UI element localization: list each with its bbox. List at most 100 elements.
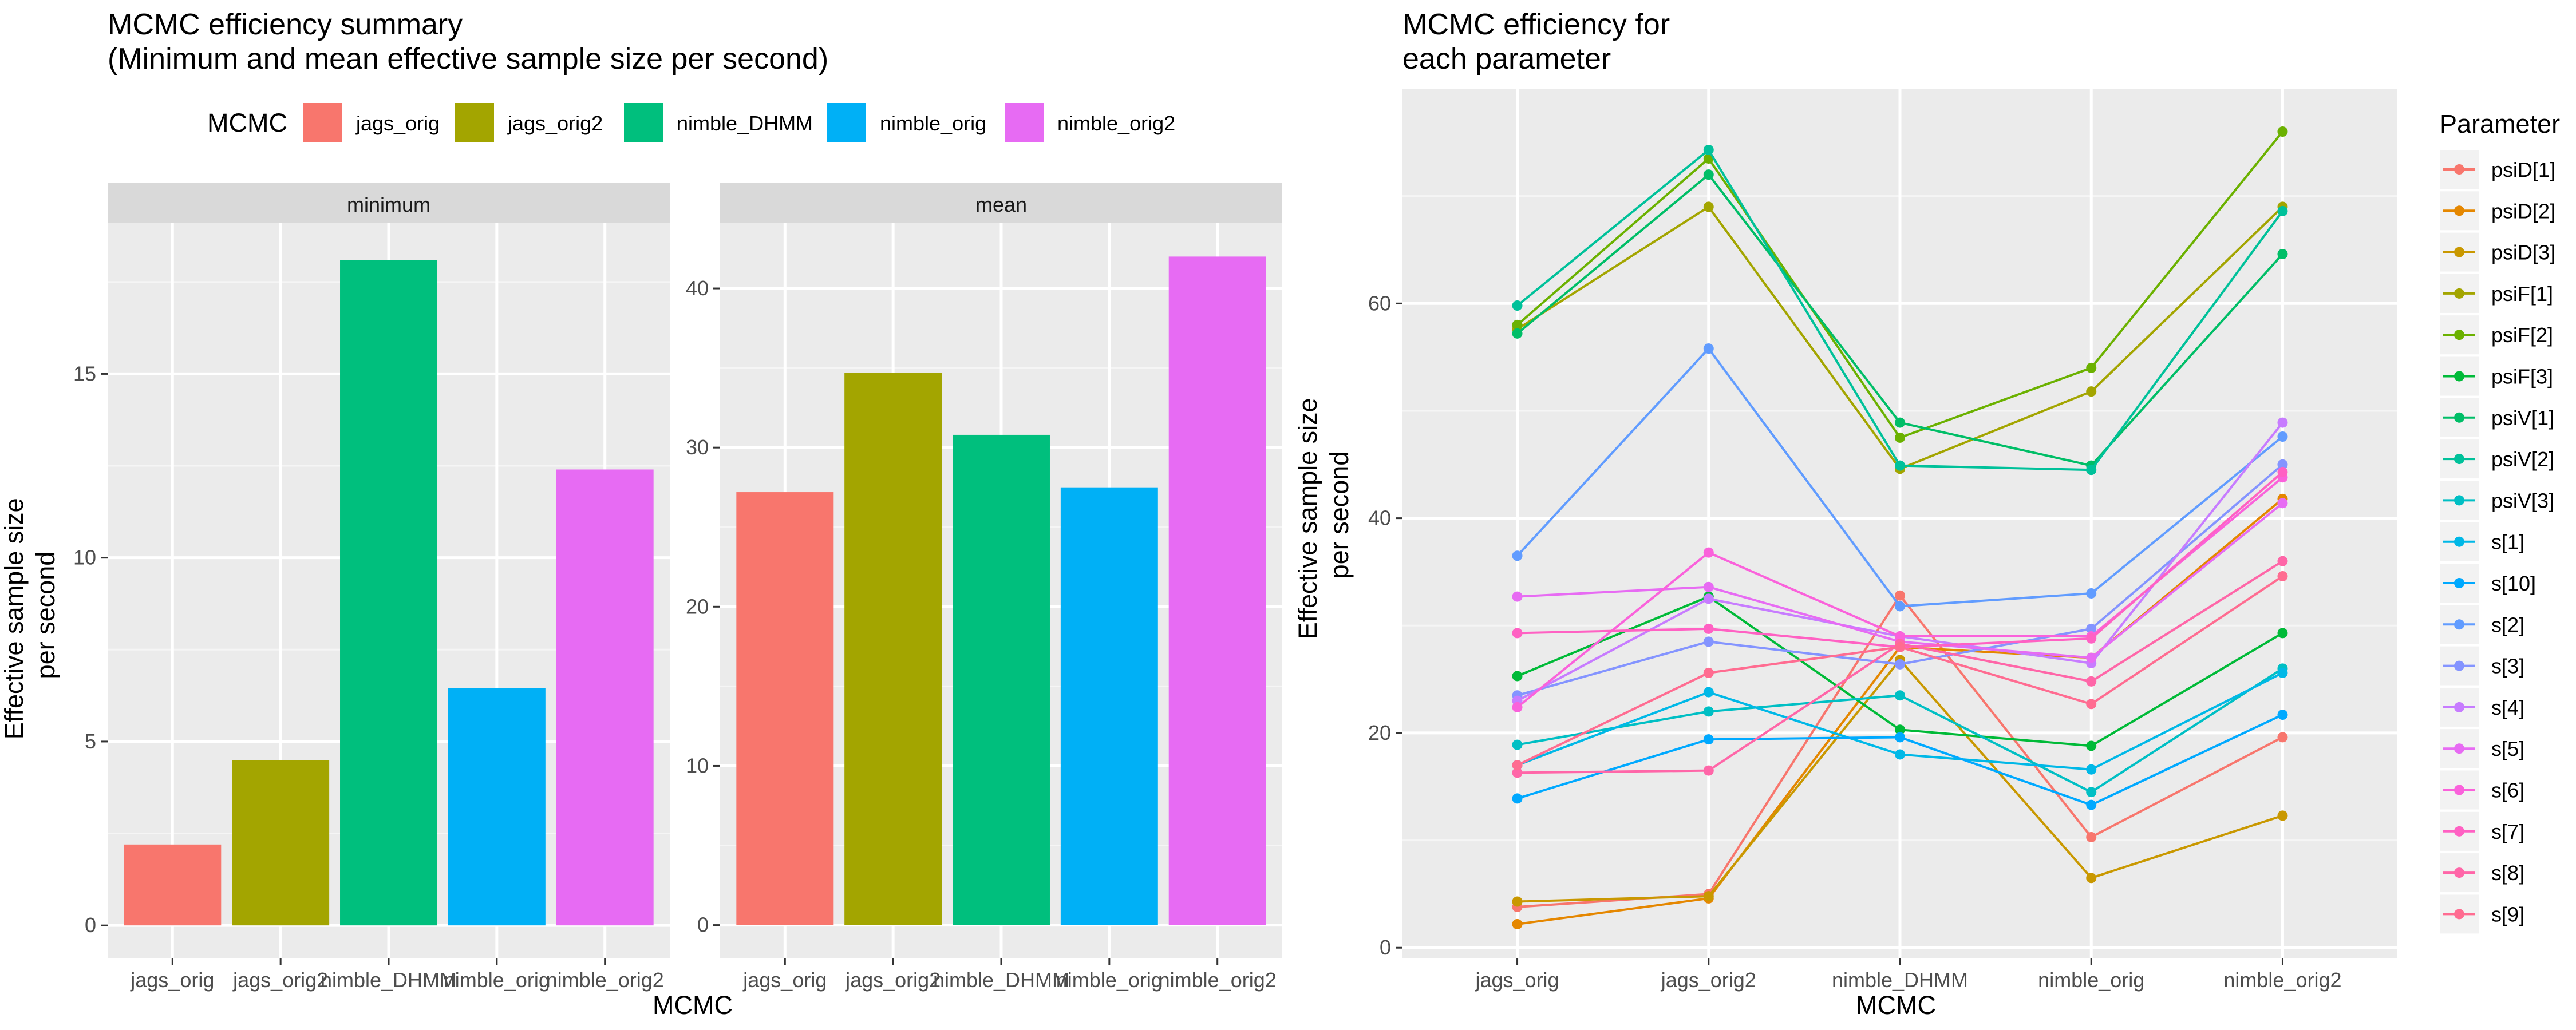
facet-mean-y-tick-label: 0	[697, 913, 709, 937]
series-s-1-point	[1895, 749, 1905, 760]
series-psiv-3-point	[1895, 690, 1905, 701]
parameter-x-tick-label-nimble-orig2: nimble_orig2	[2223, 968, 2341, 992]
parameter-legend-psif-3-label: psiF[3]	[2491, 365, 2553, 389]
facet-minimum-x-tick-label-nimble-orig: nimble_orig	[444, 968, 550, 992]
facet-minimum-bar-nimble-orig	[448, 688, 546, 926]
facet-minimum-x-tick-label-jags-orig2: jags_orig2	[232, 968, 328, 992]
parameter-legend-s-5-label: s[5]	[2491, 737, 2524, 760]
series-psid-3-point	[1512, 896, 1523, 907]
facet-mean-bar-nimble-dhmm	[953, 434, 1050, 925]
parameter-legend-s-2-key-point	[2454, 619, 2464, 630]
parameter-legend-psid-1-label: psiD[1]	[2491, 158, 2555, 181]
parameter-legend-s-8-label: s[8]	[2491, 861, 2524, 885]
facet-mean-y-tick-label: 40	[686, 276, 709, 300]
series-s-6-point	[1703, 547, 1714, 558]
parameter-legend-s-1-label: s[1]	[2491, 530, 2524, 554]
parameter-legend-psif-3-key-point	[2454, 371, 2464, 382]
series-s-1-point	[2277, 667, 2288, 678]
series-psiv-3-point	[2086, 787, 2097, 798]
series-s-10-point	[2086, 799, 2097, 810]
series-psif-2-point	[2277, 126, 2288, 137]
series-psid-1-point	[2277, 732, 2288, 743]
parameter-legend-s-6-label: s[6]	[2491, 779, 2524, 802]
series-s-9-point	[1703, 667, 1714, 678]
facet-minimum-strip	[108, 183, 670, 223]
series-s-10-point	[1895, 732, 1905, 743]
series-s-4-point	[1703, 593, 1714, 604]
summary-legend-title: MCMC	[207, 108, 287, 137]
series-psid-3-point	[2086, 873, 2097, 884]
series-s-3-point	[2277, 459, 2288, 470]
series-s-9-point	[1895, 641, 1905, 652]
parameter-legend-s-7-label: s[7]	[2491, 820, 2524, 843]
series-psid-1-point	[2086, 831, 2097, 842]
facet-mean-x-tick-label-jags-orig: jags_orig	[742, 968, 827, 992]
parameter-legend-s-3-label: s[3]	[2491, 655, 2524, 678]
series-s-3-point	[2086, 623, 2097, 634]
series-psiv-3-point	[1512, 739, 1523, 750]
facet-mean-bar-jags-orig2	[844, 373, 942, 925]
parameter-legend-s-10-label: s[10]	[2491, 572, 2536, 595]
series-psiv-3-point	[1703, 706, 1714, 717]
parameter-legend-s-7-key-point	[2454, 826, 2464, 837]
facet-minimum-bar-nimble-dhmm	[340, 260, 437, 926]
parameter-legend-psiv-3-key-point	[2454, 495, 2464, 506]
series-psid-1-point	[1895, 590, 1905, 601]
facet-mean-bar-nimble-orig	[1060, 487, 1158, 925]
facet-minimum-bar-jags-orig2	[232, 760, 330, 926]
facet-minimum-y-tick-label: 15	[73, 362, 96, 385]
facet-minimum-y-tick-label: 10	[73, 546, 96, 569]
parameter-legend-s-10-key-point	[2454, 578, 2464, 588]
series-psiv-2-point	[2086, 465, 2097, 476]
facet-minimum-strip-label: minimum	[347, 193, 430, 216]
parameter-legend-psif-1-key-point	[2454, 288, 2464, 299]
facet-mean-x-tick-label-nimble-dhmm: nimble_DHMM	[933, 968, 1069, 992]
parameter-legend-psif-2-key-point	[2454, 330, 2464, 340]
parameter-legend-title: Parameter	[2440, 109, 2560, 138]
parameter-legend-s-6-key-point	[2454, 785, 2464, 795]
series-psif-2-point	[1895, 432, 1905, 443]
summary-legend-label-nimble-dhmm: nimble_DHMM	[677, 112, 813, 135]
series-psif-1-point	[2086, 386, 2097, 397]
summary-legend-key-nimble-orig	[827, 103, 866, 142]
summary-legend-key-jags-orig2	[455, 103, 494, 142]
series-s-5-point	[1512, 591, 1523, 602]
parameter-legend-psiv-3-label: psiV[3]	[2491, 489, 2554, 512]
summary-x-axis-title: MCMC	[653, 991, 733, 1020]
series-psif-3-point	[1895, 724, 1905, 735]
series-s-8-point	[1703, 765, 1714, 776]
parameter-legend-s-3-key-point	[2454, 660, 2464, 671]
facet-mean-y-tick-label: 30	[686, 435, 709, 459]
facet-mean-x-tick-label-jags-orig2: jags_orig2	[845, 968, 941, 992]
summary-legend-key-nimble-orig2	[1005, 103, 1044, 142]
series-s-5-point	[1703, 581, 1714, 592]
series-psif-2-point	[2086, 362, 2097, 373]
series-s-10-point	[1512, 793, 1523, 804]
series-s-9-point	[2277, 571, 2288, 581]
series-psiv-1-point	[1703, 169, 1714, 180]
summary-legend: MCMC jags_orig jags_orig2 nimble_DHMM nimble…	[207, 103, 1175, 142]
series-s-1-point	[2086, 764, 2097, 775]
series-s-8-point	[2086, 676, 2097, 687]
facet-mean-bar-jags-orig	[736, 492, 834, 925]
parameter-x-tick-label-nimble-dhmm: nimble_DHMM	[1832, 968, 1968, 992]
series-s-8-point	[2277, 556, 2288, 566]
series-s-7-point	[1512, 628, 1523, 639]
series-s-10-point	[2277, 710, 2288, 720]
facet-minimum-y-tick-label: 0	[85, 913, 96, 937]
facet-mean-x-tick-label-nimble-orig: nimble_orig	[1056, 968, 1163, 992]
parameter-plot: 0 20 40 60 jags_orig jags_orig2 nimble_DHMM nim…	[1368, 89, 2397, 992]
parameter-legend-s-2-label: s[2]	[2491, 613, 2524, 636]
series-s-5-point	[2277, 498, 2288, 509]
series-s-3-point	[1895, 659, 1905, 670]
series-s-7-point	[2086, 633, 2097, 644]
series-psif-3-point	[2086, 740, 2097, 751]
summary-y-axis-title: Effective sample size per second	[0, 491, 60, 739]
series-psiv-1-point	[2277, 248, 2288, 259]
series-psid-3-point	[2277, 810, 2288, 821]
summary-chart-title: MCMC efficiency summary (Minimum and mea…	[108, 8, 828, 76]
parameter-legend-s-9-label: s[9]	[2491, 902, 2524, 926]
series-psif-2-point	[1512, 319, 1523, 330]
parameter-legend-psid-2-label: psiD[2]	[2491, 199, 2555, 223]
